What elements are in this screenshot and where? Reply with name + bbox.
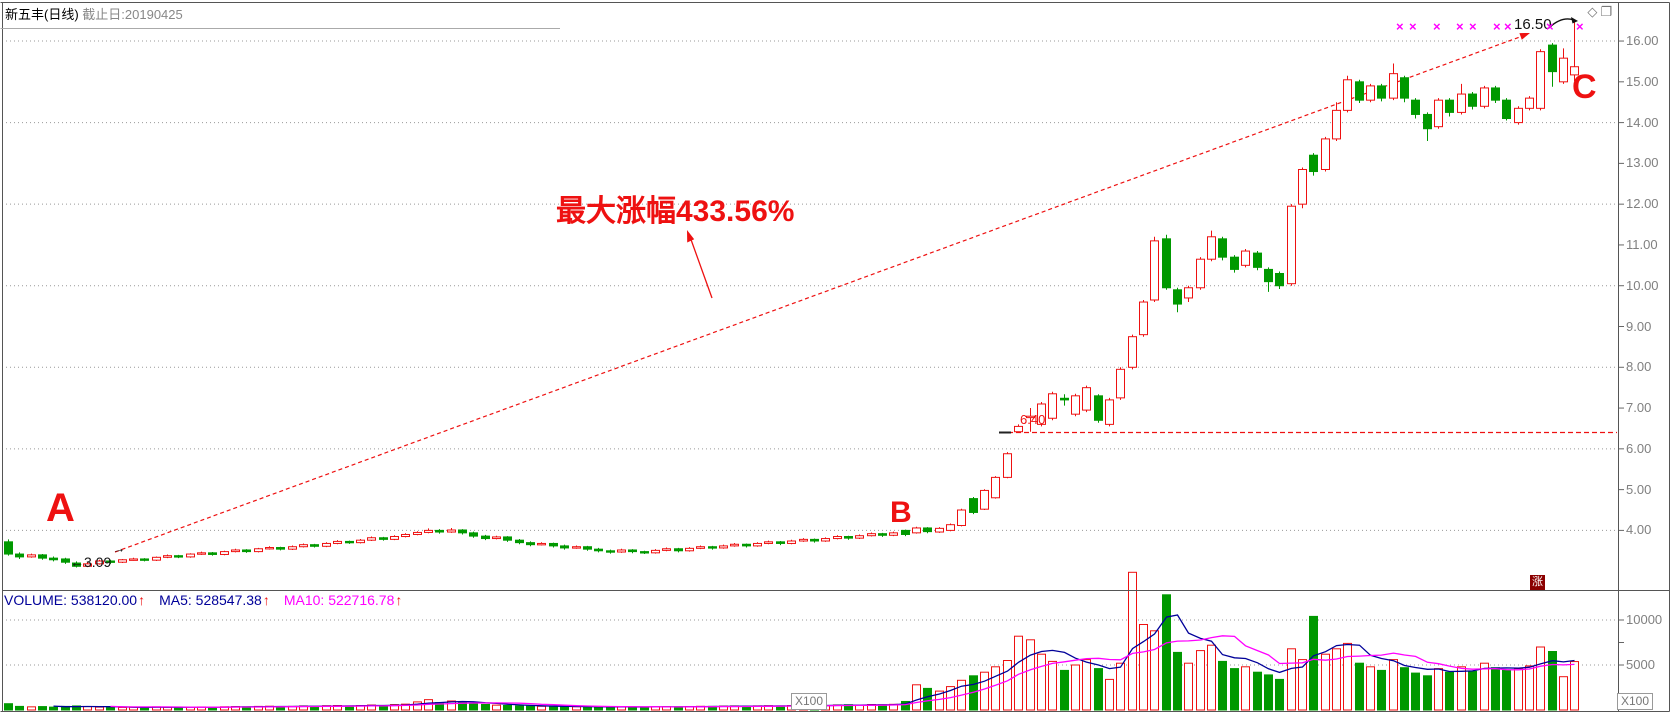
volume-up-arrow-icon: ↑ [138,592,146,608]
gridlines [2,40,1624,666]
ma5-up-arrow-icon: ↑ [262,592,270,608]
as-of-date: 截止日:20190425 [82,7,183,22]
point-b-label: B [890,496,912,529]
price-axis-label: 7.00 [1626,400,1652,416]
price-axis-label: 13.00 [1626,155,1659,171]
trendline-start-arrow-icon: → [110,539,127,558]
volume-legend: VOLUME: 538120.00↑ MA5: 528547.38↑ MA10:… [4,592,402,608]
sell-mark-x-icon: × [1409,19,1417,34]
limit-up-badge: 涨 [1530,575,1545,590]
candlestick-series [4,20,1579,568]
sell-mark-x-icon: × [1433,19,1441,34]
volume-value: VOLUME: 538120.00 [4,592,138,608]
gap-price-label: 6.40 [1020,412,1046,427]
window-controls: ◇❐ [1587,4,1615,20]
sell-mark-x-icon: × [1469,19,1477,34]
sell-mark-x-icon: × [1493,19,1501,34]
price-axis-label: 15.00 [1626,73,1659,89]
high-price-label: 16.50 [1514,16,1552,33]
price-axis-label: 9.00 [1626,318,1652,334]
sell-mark-x-icon: × [1504,19,1512,34]
low-price-label: ←3.09 [70,554,112,570]
volume-axis-label: 10000 [1626,612,1663,627]
diamond-icon[interactable]: ◇ [1587,4,1601,19]
price-axis-label: 11.00 [1626,236,1658,252]
sell-mark-x-icon: × [1546,19,1554,34]
sell-mark-x-icon: × [1396,19,1404,34]
high-annotation-arrow-icon [1549,17,1578,28]
point-c-label: C [1572,68,1597,106]
price-axis-label: 5.00 [1626,481,1652,497]
ma10-value: MA10: 522716.78 [283,592,395,608]
price-axis-label: 4.00 [1626,522,1652,538]
ma5-value: MA5: 528547.38 [159,592,262,608]
price-axis-label: 14.00 [1626,114,1659,130]
max-gain-annotation: 最大涨幅433.56% [556,195,795,228]
volume-unit-label-right: X100 [1617,693,1654,710]
max-gain-pointer-arrow-icon [687,230,713,299]
price-axis-label: 10.00 [1626,277,1659,293]
point-a-label: A [46,486,75,530]
volume-unit-label-left: X100 [791,693,828,710]
price-axis-label: 6.00 [1626,440,1652,456]
sell-mark-x-icon: × [1576,19,1584,34]
price-axis-label: 8.00 [1626,359,1652,375]
price-axis-label: 16.00 [1626,33,1659,49]
trendline [114,33,1530,553]
sell-mark-x-icon: × [1456,19,1464,34]
price-axis-label: 12.00 [1626,196,1659,212]
chart-title-bar: 新五丰(日线) 截止日:20190425 [5,4,183,23]
stock-title: 新五丰(日线) [5,7,79,22]
window-icon[interactable]: ❐ [1600,4,1615,19]
ma10-up-arrow-icon: ↑ [395,592,403,608]
volume-axis-label: 5000 [1626,657,1655,672]
